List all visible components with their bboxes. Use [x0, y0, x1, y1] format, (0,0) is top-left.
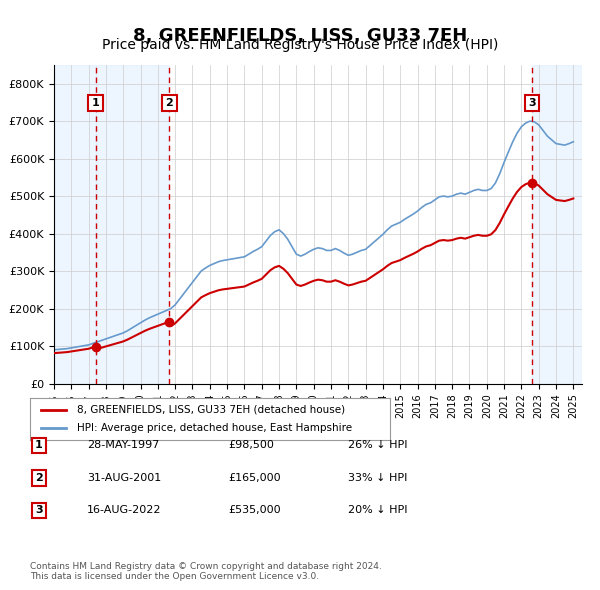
Text: £535,000: £535,000: [228, 506, 281, 515]
Text: 26% ↓ HPI: 26% ↓ HPI: [348, 441, 407, 450]
Text: 28-MAY-1997: 28-MAY-1997: [87, 441, 160, 450]
Text: Price paid vs. HM Land Registry's House Price Index (HPI): Price paid vs. HM Land Registry's House …: [102, 38, 498, 53]
Bar: [532, 65, 582, 384]
Text: 8, GREENFIELDS, LISS, GU33 7EH (detached house): 8, GREENFIELDS, LISS, GU33 7EH (detached…: [77, 405, 345, 415]
Text: £98,500: £98,500: [228, 441, 274, 450]
Text: 2: 2: [35, 473, 43, 483]
Bar: [95, 65, 169, 384]
Text: £165,000: £165,000: [228, 473, 281, 483]
Text: 3: 3: [35, 506, 43, 515]
Text: 31-AUG-2001: 31-AUG-2001: [87, 473, 161, 483]
Text: 2: 2: [166, 98, 173, 108]
Text: 20% ↓ HPI: 20% ↓ HPI: [348, 506, 407, 515]
Bar: [54, 65, 95, 384]
Text: 3: 3: [529, 98, 536, 108]
Text: 1: 1: [92, 98, 100, 108]
Text: 33% ↓ HPI: 33% ↓ HPI: [348, 473, 407, 483]
Text: 1: 1: [35, 441, 43, 450]
Text: Contains HM Land Registry data © Crown copyright and database right 2024.
This d: Contains HM Land Registry data © Crown c…: [30, 562, 382, 581]
Text: 8, GREENFIELDS, LISS, GU33 7EH: 8, GREENFIELDS, LISS, GU33 7EH: [133, 27, 467, 45]
Text: HPI: Average price, detached house, East Hampshire: HPI: Average price, detached house, East…: [77, 423, 352, 433]
Text: 16-AUG-2022: 16-AUG-2022: [87, 506, 161, 515]
